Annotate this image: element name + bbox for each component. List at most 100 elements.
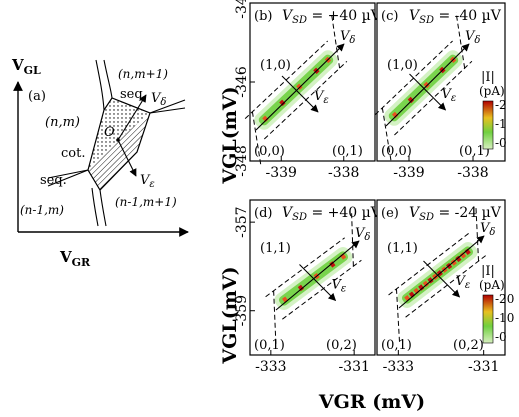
panel-a-veps: Vε xyxy=(140,173,155,190)
hot-spot xyxy=(329,261,336,268)
region-label: (0,1) xyxy=(459,144,490,159)
region-n1-m: (n-1,m) xyxy=(20,203,64,217)
colorbar-tick-label: -2 xyxy=(495,98,507,112)
vdelta-label: Vδ xyxy=(355,226,370,243)
panel-a: VGL VGR (a) Vδ Vε O seq. cot. seq. (n,m)… xyxy=(11,56,189,269)
vdelta-sub: δ xyxy=(349,35,355,46)
veps-letter: V xyxy=(442,87,453,102)
title-value: = -24 µV xyxy=(434,205,502,221)
panel-a-label: (a) xyxy=(28,89,46,104)
veps-arrow xyxy=(409,73,447,111)
vdelta-arrow xyxy=(255,43,345,131)
region-n1-m1: (n-1,m+1) xyxy=(115,195,177,209)
hot-spot xyxy=(262,115,269,122)
colorbar-tick-label: -0 xyxy=(495,330,507,344)
dashed-line xyxy=(405,254,487,318)
veps-sub: ε xyxy=(341,284,346,295)
title-var: V xyxy=(282,205,294,221)
panel-title: VSD = -40 µV xyxy=(409,8,502,26)
colorbar-tick-label: -1 xyxy=(495,117,507,131)
title-var: V xyxy=(409,205,421,221)
x-tick-label: -339 xyxy=(393,165,424,181)
y-tick-label: -348 xyxy=(234,145,250,176)
colorbar xyxy=(482,294,494,344)
title-value: = +40 µV xyxy=(307,8,382,24)
seq-label-top: seq. xyxy=(120,87,147,102)
hot-spot xyxy=(418,284,425,291)
panel-title: VSD = -24 µV xyxy=(409,205,502,223)
title-value: = -40 µV xyxy=(434,8,502,24)
veps-label: Vε xyxy=(332,278,347,295)
hot-spot xyxy=(427,277,434,284)
vdelta-letter: V xyxy=(355,226,366,241)
veps-sub: ε xyxy=(323,95,328,106)
vdelta-label: Vδ xyxy=(480,221,495,238)
xlabel-bottom: VGR (mV) xyxy=(318,391,425,413)
veps-arrow xyxy=(281,75,319,113)
x-tick-label: -331 xyxy=(338,359,369,375)
dashed-boundaries xyxy=(374,12,473,161)
hot-spot xyxy=(407,96,415,104)
region-label: (0,1) xyxy=(381,338,412,353)
title-sub: SD xyxy=(419,15,434,26)
panel-title: VSD = +40 µV xyxy=(282,8,382,26)
title-var: V xyxy=(409,8,421,24)
y-tick-label: -346 xyxy=(234,66,250,98)
panel-label: (b) xyxy=(254,9,272,24)
veps-letter: V xyxy=(332,278,343,293)
dashed-boundaries xyxy=(388,205,487,343)
colorbar-unit: (pA) xyxy=(479,278,505,292)
dashed-line xyxy=(251,111,262,165)
point-O: O xyxy=(104,125,115,140)
x-tick-label: -339 xyxy=(266,165,297,181)
dashed-line xyxy=(330,12,341,69)
hot-spot xyxy=(455,255,462,263)
veps-letter: V xyxy=(314,89,325,104)
colorbar-unit: (pA) xyxy=(479,84,505,98)
veps-sub: ε xyxy=(465,280,470,291)
hot-spot xyxy=(423,81,430,89)
dashed-line xyxy=(395,288,401,343)
hot-spot xyxy=(296,83,303,90)
panel-a-ylabel: VGL xyxy=(11,56,41,77)
region-label: (1,1) xyxy=(260,241,291,256)
region-label: (0,0) xyxy=(254,144,285,159)
seq-label-bottom: seq. xyxy=(40,173,67,188)
veps-sub: ε xyxy=(451,93,456,104)
veps-letter: V xyxy=(456,274,467,289)
vdelta-letter: V xyxy=(340,29,351,44)
region-label: (1,0) xyxy=(260,58,291,73)
region-label: (0,1) xyxy=(332,144,363,159)
y-tick-label: -359 xyxy=(234,295,250,326)
region-label: (1,1) xyxy=(387,241,418,256)
dashed-line xyxy=(273,290,277,345)
vdelta-arrow xyxy=(385,43,470,127)
hot-spot xyxy=(279,99,286,106)
region-label: (1,0) xyxy=(387,58,418,73)
veps-arrow xyxy=(423,260,461,298)
vdelta-sub: δ xyxy=(364,232,370,243)
dashed-line xyxy=(455,12,466,69)
title-var: V xyxy=(282,8,294,24)
ylabel-top: VGL(mV) xyxy=(219,86,241,184)
region-label: (0,2) xyxy=(453,338,484,353)
vdelta-letter: V xyxy=(480,221,491,236)
dashed-line xyxy=(374,40,453,116)
region-label: (0,0) xyxy=(381,144,412,159)
vdelta-sub: δ xyxy=(474,35,480,46)
colorbar-tick-label: -10 xyxy=(495,311,514,325)
region-label: (0,1) xyxy=(254,338,285,353)
dashed-line xyxy=(388,232,470,296)
region-n-m: (n,m) xyxy=(45,115,80,130)
dashed-line xyxy=(265,237,345,298)
veps-label: Vε xyxy=(314,89,329,106)
vdelta-label: Vδ xyxy=(340,29,355,46)
panel-title: VSD = +40 µV xyxy=(282,205,382,223)
region-label: (0,2) xyxy=(326,338,357,353)
vdelta-arrow xyxy=(398,235,485,309)
title-sub: SD xyxy=(292,15,307,26)
veps-label: Vε xyxy=(456,274,471,291)
